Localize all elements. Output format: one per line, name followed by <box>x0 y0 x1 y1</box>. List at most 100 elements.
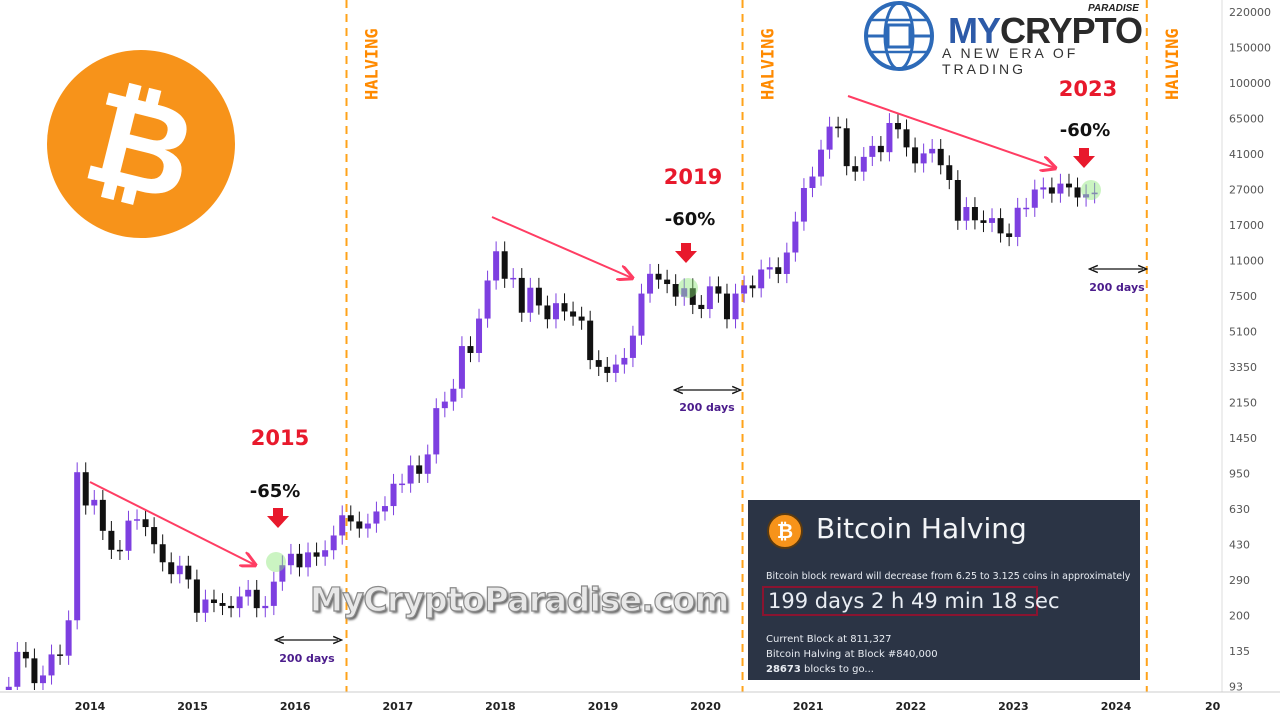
y-tick-label: 17000 <box>1229 219 1264 232</box>
y-tick-label: 220000 <box>1229 6 1271 19</box>
candle-body <box>903 129 910 148</box>
candle-body <box>766 267 773 270</box>
candle-body <box>433 408 440 455</box>
candle-body <box>535 287 542 306</box>
candle-body <box>946 165 953 180</box>
candle-body <box>971 207 978 221</box>
y-tick-label: 290 <box>1229 574 1250 587</box>
halving-countdown: 199 days 2 h 49 min 18 sec <box>762 586 1060 616</box>
candle-body <box>629 335 636 358</box>
candle-body <box>715 286 722 294</box>
candle-body <box>142 519 149 528</box>
y-tick-label: 11000 <box>1229 255 1264 268</box>
y-tick-label: 3350 <box>1229 361 1257 374</box>
candle-body <box>706 286 713 310</box>
candle-body <box>228 605 235 609</box>
days-label: 200 days <box>679 401 735 414</box>
candle-body <box>416 465 423 474</box>
logo-paradise: PARADISE <box>1088 3 1139 14</box>
highlight-circle <box>1081 180 1101 200</box>
drawdown-label: -60% <box>665 209 716 230</box>
logo-tagline: A NEW ERA OF TRADING <box>942 45 1079 77</box>
downtrend-arrow <box>491 216 632 278</box>
candle-body <box>176 565 183 575</box>
y-tick-label: 2150 <box>1229 397 1257 410</box>
y-tick-label: 135 <box>1229 645 1250 658</box>
candle-body <box>912 147 919 164</box>
x-tick-label: 2018 <box>485 700 516 713</box>
candle-body <box>621 357 628 365</box>
candle-body <box>381 506 388 512</box>
x-tick-label: 2017 <box>382 700 413 713</box>
candle-body <box>527 287 534 313</box>
candle-body <box>843 128 850 167</box>
candle-body <box>305 552 312 568</box>
red-down-arrow-icon <box>267 508 289 528</box>
candle-body <box>125 520 132 551</box>
candle-body <box>82 472 89 506</box>
candle-body <box>655 273 662 280</box>
halving-info-box: ₿ Bitcoin Halving Bitcoin block reward w… <box>748 500 1140 680</box>
candle-body <box>1048 187 1055 194</box>
x-tick-label: 2023 <box>998 700 1029 713</box>
cycle-year-label: 2019 <box>664 165 722 189</box>
candle-body <box>322 550 329 557</box>
candle-body <box>518 277 525 313</box>
candle-body <box>185 565 192 580</box>
candle-body <box>980 220 987 223</box>
candle-body <box>681 288 688 297</box>
days-label: 200 days <box>279 652 335 665</box>
y-tick-label: 5100 <box>1229 326 1257 339</box>
candle-body <box>458 346 465 389</box>
candle-body <box>852 166 859 172</box>
candle-body <box>14 651 21 687</box>
candle-body <box>151 527 158 545</box>
candle-body <box>168 562 175 575</box>
watermark: MyCryptoParadise.com <box>309 579 729 619</box>
bitcoin-coin-icon: ₿ <box>767 513 803 549</box>
candle-body <box>347 515 354 522</box>
drawdown-label: -60% <box>1060 120 1111 141</box>
candle-body <box>775 267 782 274</box>
candle-body <box>236 596 243 609</box>
candle-body <box>809 176 816 189</box>
candle-body <box>134 519 141 521</box>
candle-body <box>270 581 277 606</box>
candle-body <box>612 364 619 373</box>
candle-body <box>467 346 474 353</box>
candle-body <box>476 318 483 353</box>
candle-body <box>595 360 602 367</box>
candle-body <box>997 218 1004 234</box>
highlight-circle <box>678 278 698 298</box>
candle-body <box>1023 207 1030 210</box>
candle-body <box>441 401 448 409</box>
candle-body <box>364 523 371 529</box>
candle-body <box>279 565 286 582</box>
candle-body <box>792 221 799 253</box>
candle-body <box>800 188 807 222</box>
candle-body <box>1040 187 1047 190</box>
bitcoin-logo: ₿ <box>47 50 235 238</box>
candle-body <box>758 269 765 289</box>
candle-body <box>74 472 81 621</box>
y-tick-label: 200 <box>1229 610 1250 623</box>
candle-body <box>108 530 115 550</box>
candle-body <box>698 304 705 310</box>
candle-body <box>57 654 64 656</box>
x-tick-label: 2014 <box>75 700 106 713</box>
candle-body <box>99 499 106 531</box>
candle-body <box>886 122 893 153</box>
candle-body <box>561 303 568 312</box>
mycrypto-logo: PARADISE MYCRYPTO A NEW ERA OF TRADING <box>862 0 1147 77</box>
candle-body <box>245 589 252 597</box>
candle-body <box>1057 183 1064 194</box>
x-tick-label: 2020 <box>690 700 721 713</box>
candle-body <box>48 654 55 676</box>
x-tick-label: 2021 <box>793 700 824 713</box>
candle-body <box>210 599 217 604</box>
candle-body <box>604 366 611 373</box>
y-tick-label: 93 <box>1229 681 1243 694</box>
candle-body <box>1083 194 1090 198</box>
y-tick-label: 41000 <box>1229 148 1264 161</box>
